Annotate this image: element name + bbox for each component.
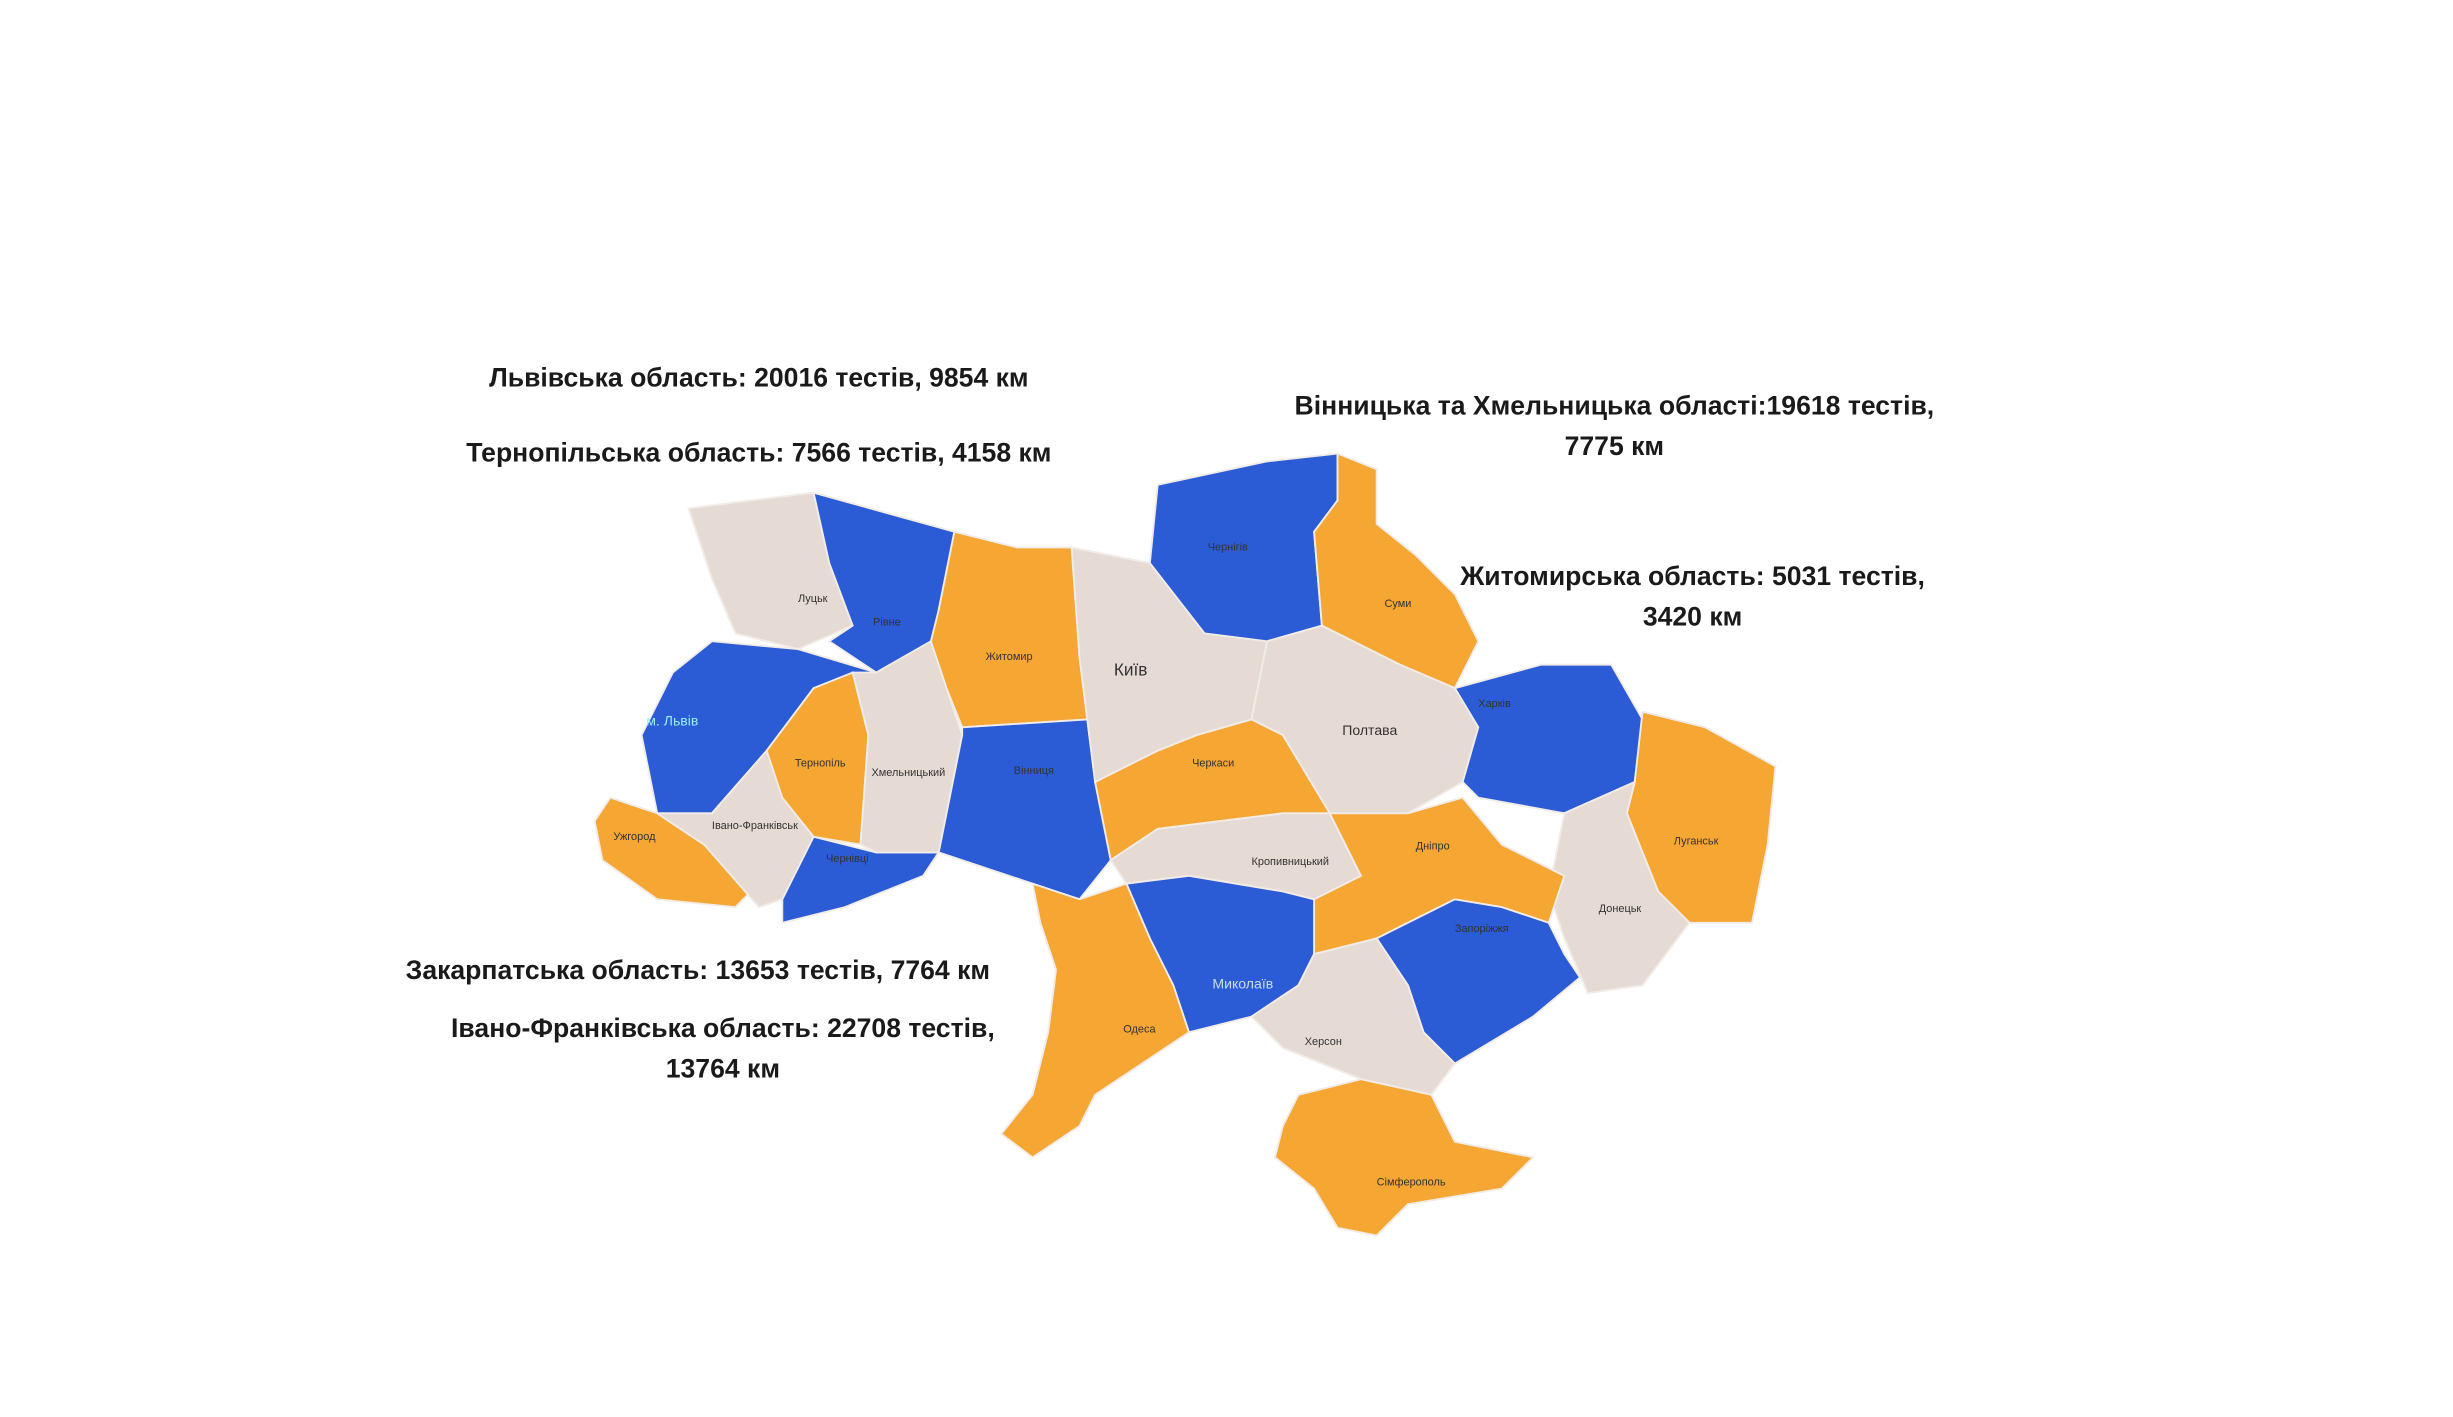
city-label: Івано-Франківськ <box>712 820 798 832</box>
city-label: Сімферополь <box>1377 1177 1446 1189</box>
city-label: Кропивницький <box>1252 856 1330 868</box>
city-label: Чернівці <box>826 853 868 865</box>
city-labels: Луцьк Рівне м. Львів Тернопіль Хмельниць… <box>613 542 1718 1189</box>
annotation: 7775 км <box>1565 431 1664 461</box>
city-label: Суми <box>1384 598 1411 610</box>
city-label: Запоріжжя <box>1455 923 1509 935</box>
annotation: Закарпатська область: 13653 тестів, 7764… <box>406 955 990 985</box>
annotation: Вінницька та Хмельницька області:19618 т… <box>1295 390 1935 420</box>
annotations: Львівська область: 20016 тестів, 9854 км… <box>406 362 1935 1083</box>
city-label: Чернігів <box>1208 542 1248 554</box>
annotation: Житомирська область: 5031 тестів, <box>1459 561 1925 591</box>
city-label: Тернопіль <box>795 757 846 769</box>
city-label: Житомир <box>986 651 1033 663</box>
city-label: Вінниця <box>1014 765 1054 777</box>
city-label: Донецьк <box>1599 903 1642 915</box>
annotation: 13764 км <box>666 1054 780 1084</box>
annotation: Львівська область: 20016 тестів, 9854 км <box>489 362 1029 392</box>
annotation: 3420 км <box>1643 602 1742 632</box>
city-label: Одеса <box>1123 1023 1156 1035</box>
region <box>999 882 1191 1159</box>
city-label: Дніпро <box>1416 840 1450 852</box>
region <box>1250 937 1457 1096</box>
city-label: Черкаси <box>1192 757 1234 769</box>
city-label: Київ <box>1114 660 1148 680</box>
city-label: Херсон <box>1305 1036 1342 1048</box>
city-label: Рівне <box>873 617 901 629</box>
city-label: м. Львів <box>646 713 698 729</box>
city-label: Луганськ <box>1674 836 1719 848</box>
region <box>1273 1078 1535 1237</box>
regions <box>593 452 1777 1237</box>
city-label: Ужгород <box>613 831 656 843</box>
city-label: Хмельницький <box>871 767 945 779</box>
region <box>937 718 1112 901</box>
region <box>1313 452 1480 690</box>
annotation: Тернопільська область: 7566 тестів, 4158… <box>466 437 1051 467</box>
region <box>1547 780 1691 995</box>
annotation: Івано-Франківська область: 22708 тестів, <box>451 1013 995 1043</box>
city-label: Харків <box>1478 698 1511 710</box>
region <box>929 530 1089 729</box>
city-label: Миколаїв <box>1212 975 1273 991</box>
city-label: Полтава <box>1342 722 1397 738</box>
city-label: Луцьк <box>798 593 828 605</box>
